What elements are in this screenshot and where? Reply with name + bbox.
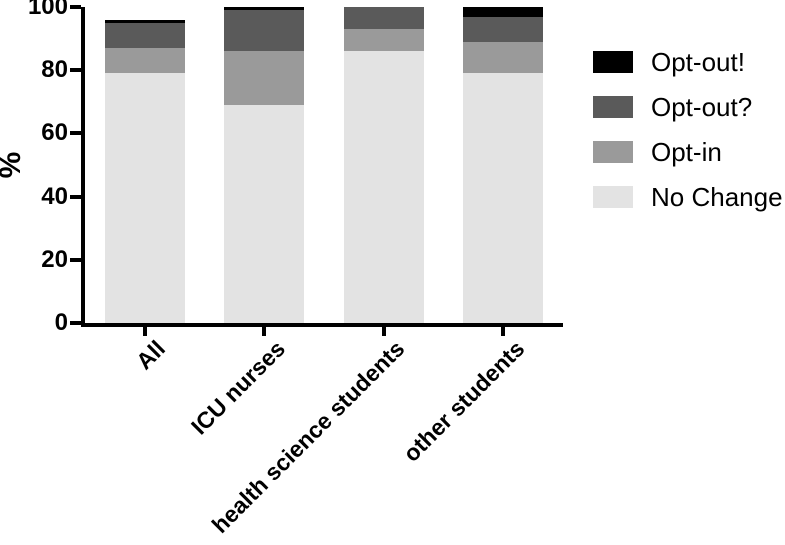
- legend-item: Opt-in: [593, 137, 783, 167]
- y-axis-tick-label: 40: [41, 182, 68, 210]
- y-axis-tick: [70, 321, 81, 325]
- bar-segment: [224, 104, 305, 323]
- legend-label: Opt-out?: [651, 92, 753, 122]
- x-axis-category-label: health science students: [206, 335, 410, 539]
- bar-segment: [343, 51, 424, 323]
- legend-swatch: [593, 96, 633, 118]
- y-axis-tick-label: 80: [41, 56, 68, 84]
- y-axis-tick: [70, 194, 81, 199]
- bar-segment: [463, 41, 544, 74]
- legend-swatch: [593, 186, 633, 208]
- x-axis-category-label: other students: [397, 335, 529, 467]
- y-axis-tick: [70, 131, 81, 136]
- bar: [463, 7, 544, 323]
- bar-segment: [463, 16, 544, 42]
- legend-label: Opt-out!: [651, 47, 745, 77]
- bar-segment: [104, 19, 185, 23]
- bar-segment: [104, 73, 185, 323]
- x-axis-tick: [262, 327, 267, 336]
- bar-segment: [224, 7, 305, 11]
- y-axis-tick: [70, 257, 81, 262]
- y-axis-tick-label: 20: [41, 245, 68, 273]
- bar-segment: [224, 51, 305, 105]
- y-axis-tick: [70, 5, 81, 9]
- y-axis-tick-label: 60: [41, 119, 68, 147]
- y-axis-tick-label: 100: [27, 0, 68, 20]
- bar-segment: [343, 29, 424, 52]
- bar: [104, 7, 185, 323]
- x-axis-category-label: All: [131, 335, 171, 375]
- bar-segment: [343, 7, 424, 30]
- bar-segment: [104, 48, 185, 74]
- y-axis-title: %: [0, 142, 27, 188]
- x-axis-tick: [501, 327, 506, 336]
- legend: Opt-out! Opt-out? Opt-in No Change: [593, 47, 783, 231]
- legend-item: Opt-out?: [593, 92, 783, 122]
- legend-label: No Change: [651, 182, 783, 212]
- bar-segment: [463, 73, 544, 323]
- y-axis-tick-label: 0: [54, 309, 68, 336]
- x-axis-category-label: ICU nurses: [185, 335, 290, 440]
- bar-segment: [463, 7, 544, 17]
- x-axis-tick: [381, 327, 386, 336]
- x-axis-tick: [142, 327, 147, 336]
- legend-label: Opt-in: [651, 137, 722, 167]
- bar: [343, 7, 424, 323]
- plot-area: 0 20 40 60 80 100 All ICU nurses health science…: [28, 0, 563, 538]
- legend-item: Opt-out!: [593, 47, 783, 77]
- legend-swatch: [593, 51, 633, 73]
- bar: [224, 7, 305, 323]
- y-axis-tick: [70, 68, 81, 73]
- legend-item: No Change: [593, 182, 783, 212]
- bar-segment: [224, 10, 305, 52]
- bar-segment: [104, 22, 185, 49]
- legend-swatch: [593, 141, 633, 163]
